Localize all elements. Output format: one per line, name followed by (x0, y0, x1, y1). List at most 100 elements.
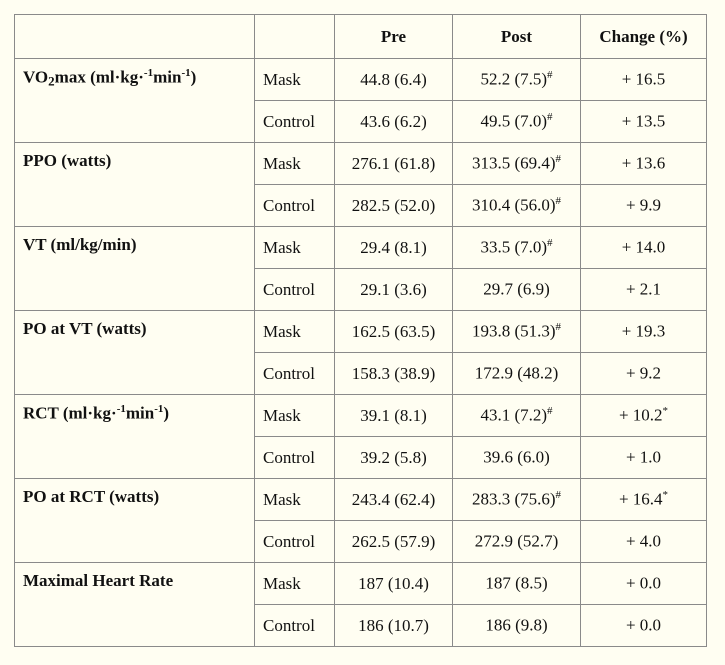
pre-cell: 158.3 (38.9) (334, 352, 453, 395)
change-cell-value: + 13.6 (621, 153, 666, 173)
table-row: Control 43.6 (6.2) 49.5 (7.0)# + 13.5 (15, 100, 707, 143)
variable-label: VO2max (ml·kg·-1min-1) (14, 58, 255, 143)
post-cell-value: 29.7 (6.9) (483, 279, 550, 299)
variable-label-main: RCT (ml·kg· (23, 403, 117, 423)
variable-label-end: ) (190, 67, 197, 87)
pre-cell: 186 (10.7) (334, 604, 453, 647)
post-cell-value: 313.5 (69.4) (471, 153, 556, 173)
pre-cell-value: 29.1 (3.6) (360, 279, 427, 299)
table-row: Control 29.1 (3.6) 29.7 (6.9) + 2.1 (15, 268, 707, 311)
pre-cell: 29.1 (3.6) (334, 268, 453, 311)
group-cell-value: Control (263, 195, 315, 215)
pre-cell-value: 158.3 (38.9) (351, 363, 436, 383)
change-cell: + 9.9 (580, 184, 707, 227)
pre-cell-value: 187 (10.4) (358, 573, 429, 593)
group-cell-value: Mask (263, 69, 301, 89)
table-row: RCT (ml·kg·-1min-1) Mask 39.1 (8.1) 43.1 (7… (14, 394, 707, 479)
header-cell-group (254, 14, 335, 59)
pre-cell: 39.1 (8.1) (334, 394, 453, 437)
change-cell: + 16.5 (580, 58, 707, 101)
group-cell: Control (254, 352, 335, 395)
change-cell-mark: * (662, 489, 669, 502)
post-cell-value: 187 (8.5) (485, 573, 548, 593)
pre-cell: 282.5 (52.0) (334, 184, 453, 227)
table-body: VO2max (ml·kg·-1min-1) Mask 44.8 (6.4) 52.2… (14, 58, 707, 647)
group-cell: Control (254, 604, 335, 647)
group-cell-value: Mask (263, 489, 301, 509)
pre-cell-value: 39.2 (5.8) (360, 447, 427, 467)
variable-label: Maximal Heart Rate (14, 562, 255, 647)
post-cell: 272.9 (52.7) (452, 520, 581, 563)
variable-label-sub: 2 (48, 73, 55, 89)
change-cell: + 14.0 (580, 226, 707, 269)
group-cell: Mask (254, 394, 335, 437)
pre-cell: 187 (10.4) (334, 562, 453, 605)
variable-label: PPO (watts) (14, 142, 255, 227)
change-cell: + 0.0 (580, 604, 707, 647)
variable-label: VT (ml/kg/min) (14, 226, 255, 311)
post-cell: 29.7 (6.9) (452, 268, 581, 311)
change-cell-value: + 2.1 (625, 279, 662, 299)
change-cell: + 16.4* (580, 478, 707, 521)
table-row: VO2max (ml·kg·-1min-1) Mask 44.8 (6.4) 52.2… (14, 58, 707, 143)
post-cell: 283.3 (75.6)# (452, 478, 581, 521)
pre-cell-value: 276.1 (61.8) (351, 153, 436, 173)
change-cell-value: + 4.0 (625, 531, 662, 551)
post-cell-value: 39.6 (6.0) (483, 447, 550, 467)
pre-cell: 43.6 (6.2) (334, 100, 453, 143)
table-row: PO at VT (watts) Mask 162.5 (63.5) 193.8 (5… (14, 310, 707, 395)
table-row: PPO (watts) Mask 276.1 (61.8) 313.5 (69.4)#… (14, 142, 707, 227)
pre-cell-value: 186 (10.7) (358, 615, 429, 635)
group-cell-value: Control (263, 279, 315, 299)
table-row: Control 158.3 (38.9) 172.9 (48.2) + 9.2 (15, 352, 707, 395)
post-cell: 186 (9.8) (452, 604, 581, 647)
post-cell-mark: # (547, 69, 553, 82)
variable-label-end: ) (163, 403, 170, 423)
pre-cell-value: 44.8 (6.4) (360, 69, 427, 89)
pre-cell: 29.4 (8.1) (334, 226, 453, 269)
group-cell: Control (254, 184, 335, 227)
table-row: Control 39.2 (5.8) 39.6 (6.0) + 1.0 (15, 436, 707, 479)
post-cell: 52.2 (7.5)# (452, 58, 581, 101)
group-cell: Mask (254, 562, 335, 605)
post-cell: 39.6 (6.0) (452, 436, 581, 479)
group-cell-value: Control (263, 363, 315, 383)
change-cell: + 2.1 (580, 268, 707, 311)
variable-label-sup2: -1 (181, 67, 191, 79)
change-cell: + 4.0 (580, 520, 707, 563)
variable-label-sup2: -1 (154, 403, 164, 415)
post-cell-mark: # (555, 195, 562, 208)
post-cell-mark: # (555, 153, 562, 166)
header-cell-change: Change (%) (580, 14, 707, 59)
post-cell: 310.4 (56.0)# (452, 184, 581, 227)
change-cell-value: + 19.3 (621, 321, 666, 341)
table-row: Maximal Heart Rate Mask 187 (10.4) 187 (8.5… (14, 562, 707, 647)
change-cell-mark: * (662, 405, 669, 418)
post-cell-mark: # (547, 111, 553, 124)
group-cell: Mask (254, 478, 335, 521)
change-cell-value: + 0.0 (625, 615, 662, 635)
post-cell: 193.8 (51.3)# (452, 310, 581, 353)
change-cell-value: + 1.0 (625, 447, 662, 467)
group-cell: Control (254, 520, 335, 563)
table-row: PO at RCT (watts) Mask 243.4 (62.4) 283.3 (… (14, 478, 707, 563)
table-row: VT (ml/kg/min) Mask 29.4 (8.1) 33.5 (7.0)# +… (14, 226, 707, 311)
post-cell: 49.5 (7.0)# (452, 100, 581, 143)
table-row: Control 186 (10.7) 186 (9.8) + 0.0 (15, 604, 707, 647)
pre-cell: 262.5 (57.9) (334, 520, 453, 563)
pre-cell: 44.8 (6.4) (334, 58, 453, 101)
group-cell-value: Control (263, 615, 315, 635)
table-row: Control 262.5 (57.9) 272.9 (52.7) + 4.0 (15, 520, 707, 563)
change-cell: + 1.0 (580, 436, 707, 479)
variable-label-main: VO (23, 67, 49, 87)
post-cell-mark: # (547, 237, 553, 250)
change-cell: + 13.6 (580, 142, 707, 185)
post-cell: 43.1 (7.2)# (452, 394, 581, 437)
change-cell-value: + 9.2 (625, 363, 662, 383)
variable-label-mid: min (153, 67, 182, 87)
post-cell-mark: # (547, 405, 553, 418)
variable-label: RCT (ml·kg·-1min-1) (14, 394, 255, 479)
group-cell: Mask (254, 142, 335, 185)
post-cell: 187 (8.5) (452, 562, 581, 605)
pre-cell: 39.2 (5.8) (334, 436, 453, 479)
